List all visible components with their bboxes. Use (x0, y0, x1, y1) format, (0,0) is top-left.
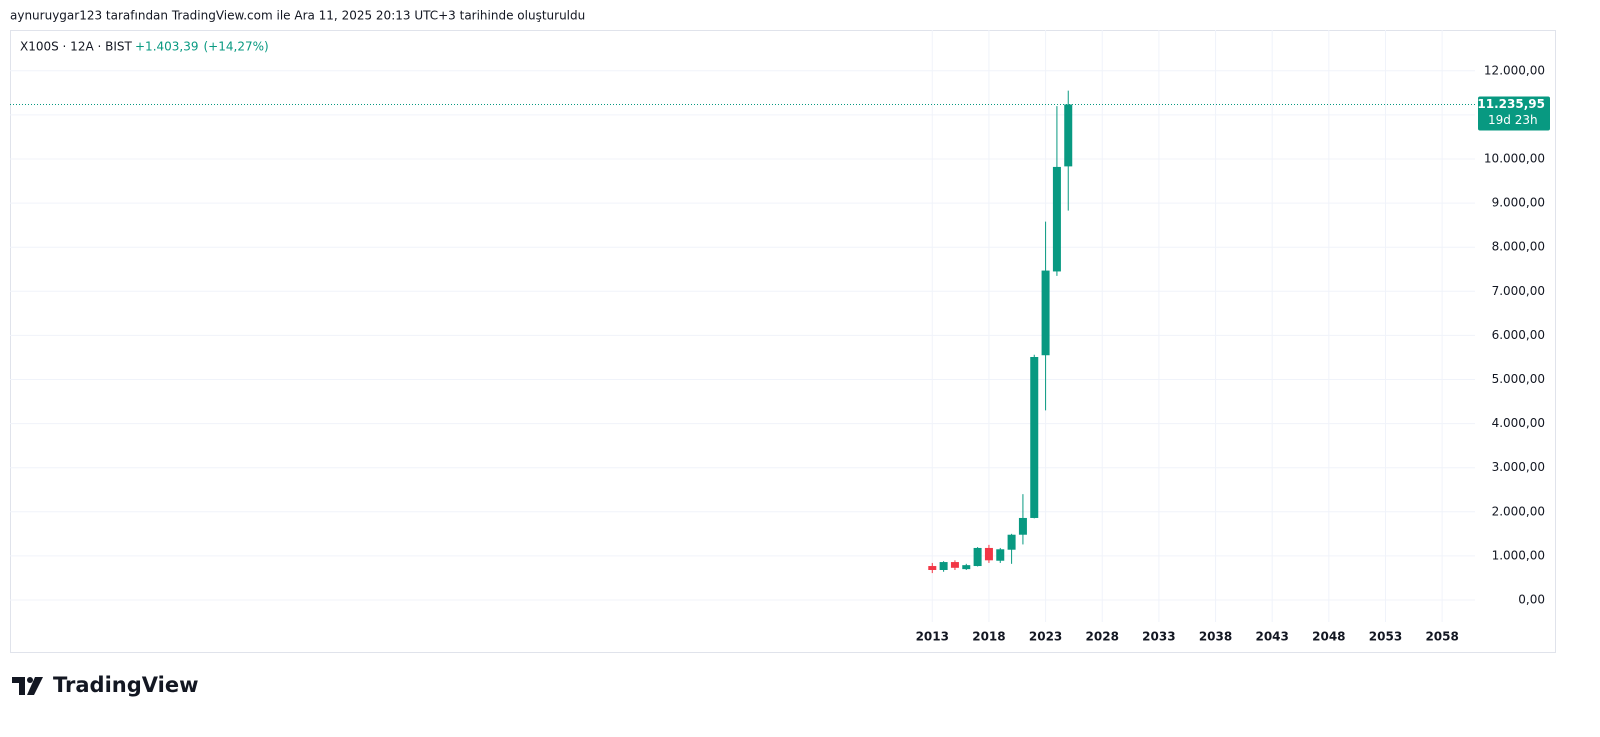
price-label-box (1478, 96, 1550, 131)
brand: TradingView (53, 673, 198, 697)
y-tick-label: 6.000,00 (1492, 328, 1545, 342)
candle-body (984, 547, 993, 561)
header: aynuruygar123 tarafından TradingView.com… (10, 9, 585, 23)
symbol: X100S · 12A · BIST (20, 40, 132, 54)
candle-body (939, 562, 948, 571)
candle-body (1007, 534, 1016, 550)
x-tick-label: 2043 (1255, 630, 1288, 644)
countdown: 19d 23h (1488, 113, 1538, 127)
candle-body (962, 565, 971, 570)
y-tick-label: 2.000,00 (1492, 504, 1545, 518)
candle-body (1030, 357, 1039, 518)
y-tick-label: 9.000,00 (1492, 196, 1545, 210)
logo: TradingView (12, 673, 198, 697)
y-tick-label: 3.000,00 (1492, 460, 1545, 474)
x-tick-label: 2013 (916, 630, 949, 644)
x-tick-label: 2028 (1086, 630, 1119, 644)
price-label: 11.235,95 (1477, 97, 1545, 111)
candle-body (1041, 270, 1050, 356)
y-tick-label: 5.000,00 (1492, 372, 1545, 386)
candle-body (1018, 517, 1027, 535)
candle-body (1064, 104, 1073, 167)
y-tick-label: 1.000,00 (1492, 548, 1545, 562)
candle-body (1052, 166, 1061, 272)
candle-body (928, 566, 937, 571)
candle-body (996, 549, 1005, 561)
y-tick-label: 12.000,00 (1484, 63, 1545, 77)
change: +1.403,39 (135, 40, 199, 54)
candle-body (950, 562, 959, 568)
y-tick-label: 4.000,00 (1492, 416, 1545, 430)
x-tick-label: 2058 (1425, 630, 1458, 644)
x-tick-label: 2038 (1199, 630, 1232, 644)
x-tick-label: 2018 (972, 630, 1005, 644)
y-tick-label: 7.000,00 (1492, 284, 1545, 298)
x-tick-label: 2053 (1369, 630, 1402, 644)
change-pct: (+14,27%) (204, 40, 269, 54)
y-tick-label: 8.000,00 (1492, 240, 1545, 254)
chart-frame (10, 30, 1556, 653)
y-tick-label: 0,00 (1518, 592, 1545, 606)
candle-body (973, 547, 982, 567)
x-tick-label: 2048 (1312, 630, 1345, 644)
y-tick-label: 10.000,00 (1484, 151, 1545, 165)
x-tick-label: 2033 (1142, 630, 1175, 644)
x-tick-label: 2023 (1029, 630, 1062, 644)
